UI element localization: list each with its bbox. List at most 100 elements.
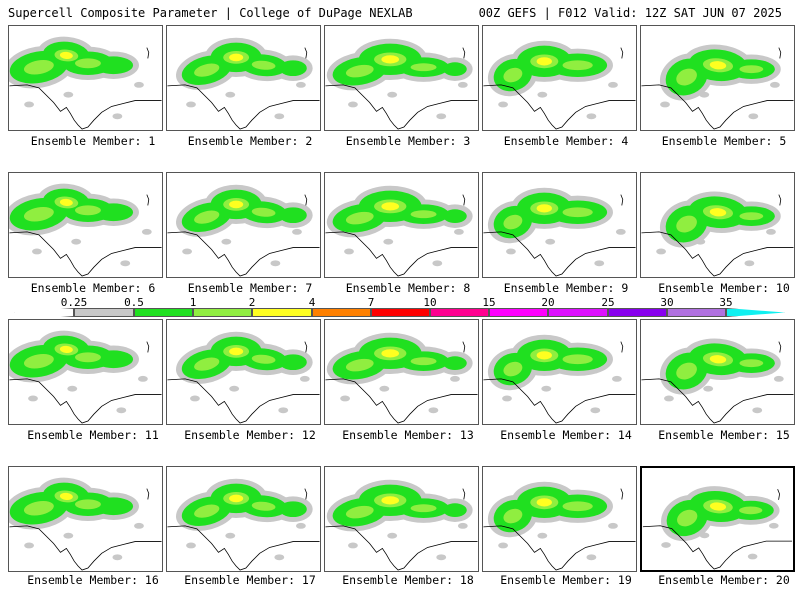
legend-label: 10 — [423, 296, 437, 309]
coastline — [483, 84, 636, 130]
scp-map — [9, 36, 162, 130]
ensemble-panel[interactable] — [8, 466, 163, 572]
panel-caption: Ensemble Member: 5 — [661, 134, 787, 148]
legend-label: 20 — [541, 296, 555, 309]
legend-label: 25 — [601, 296, 615, 309]
coastline — [642, 525, 793, 570]
panel-caption: Ensemble Member: 11 — [27, 428, 159, 442]
coastline — [167, 84, 320, 130]
legend-swatch — [252, 308, 312, 317]
ensemble-panel[interactable] — [482, 172, 637, 278]
scp-map — [167, 331, 320, 424]
legend-swatch — [312, 308, 371, 317]
lake-outline — [462, 194, 466, 206]
panel-caption: Ensemble Member: 19 — [500, 573, 632, 587]
ensemble-panel[interactable] — [324, 25, 479, 131]
coastline — [325, 378, 478, 424]
scp-map — [483, 481, 636, 571]
lake-outline — [777, 489, 780, 500]
panel-caption: Ensemble Member: 8 — [345, 281, 471, 295]
ensemble-panel[interactable] — [166, 172, 321, 278]
panel-caption: Ensemble Member: 12 — [184, 428, 316, 442]
coastline — [9, 378, 162, 424]
ensemble-panel[interactable] — [640, 25, 795, 131]
ensemble-panel[interactable] — [166, 25, 321, 131]
coastline — [167, 231, 320, 277]
ensemble-panel[interactable] — [482, 319, 637, 425]
ensemble-panel[interactable] — [8, 319, 163, 425]
legend-swatch — [667, 308, 726, 317]
legend-swatch — [371, 308, 430, 317]
panel-caption: Ensemble Member: 14 — [500, 428, 632, 442]
scp-map — [483, 187, 636, 277]
legend-label: 15 — [482, 296, 496, 309]
lake-outline — [778, 194, 782, 206]
coastline — [167, 525, 320, 571]
legend-swatch — [74, 308, 134, 317]
scp-map — [325, 479, 478, 571]
ensemble-panel[interactable] — [324, 319, 479, 425]
ensemble-panel[interactable] — [640, 172, 795, 278]
legend-label: 1 — [189, 296, 197, 309]
legend-label: 35 — [719, 296, 733, 309]
lake-outline — [462, 488, 466, 500]
legend-label: 4 — [308, 296, 316, 309]
lake-outline — [620, 488, 624, 500]
lake-outline — [304, 341, 308, 353]
scp-map — [641, 338, 794, 424]
lake-outline — [146, 488, 150, 500]
panel-caption: Ensemble Member: 10 — [658, 281, 790, 295]
panel-caption: Ensemble Member: 13 — [342, 428, 474, 442]
lake-outline — [304, 194, 308, 206]
panel-caption: Ensemble Member: 18 — [342, 573, 474, 587]
panel-caption: Ensemble Member: 7 — [187, 281, 313, 295]
scp-map — [325, 185, 478, 277]
legend-swatch — [489, 308, 548, 317]
lake-outline — [620, 341, 624, 353]
scp-map — [325, 38, 478, 130]
coastline — [641, 84, 794, 130]
ensemble-panel[interactable] — [166, 319, 321, 425]
legend-swatch — [608, 308, 667, 317]
panel-caption: Ensemble Member: 1 — [30, 134, 156, 148]
lake-outline — [778, 47, 782, 59]
coastline — [641, 231, 794, 277]
coastline — [9, 525, 162, 571]
run-info: 00Z GEFS | F012 Valid: 12Z SAT JUN 07 20… — [478, 6, 782, 20]
lake-outline — [304, 488, 308, 500]
lake-outline — [304, 47, 308, 59]
ensemble-panel[interactable] — [640, 466, 795, 572]
legend-swatch — [193, 308, 252, 317]
ensemble-panel[interactable] — [324, 466, 479, 572]
scp-map — [167, 478, 320, 571]
panel-caption: Ensemble Member: 4 — [503, 134, 629, 148]
coastline — [325, 84, 478, 130]
ensemble-panel[interactable] — [8, 172, 163, 278]
scp-map — [167, 184, 320, 277]
scp-map — [9, 330, 162, 424]
scp-map — [641, 191, 794, 277]
ensemble-panel[interactable] — [166, 466, 321, 572]
ensemble-panel[interactable] — [482, 25, 637, 131]
page-title: Supercell Composite Parameter | College … — [8, 6, 413, 20]
scp-map — [642, 486, 793, 570]
panel-caption: Ensemble Member: 15 — [658, 428, 790, 442]
legend-label: 0.25 — [60, 296, 88, 309]
lake-outline — [620, 47, 624, 59]
ensemble-panel[interactable] — [324, 172, 479, 278]
lake-outline — [462, 341, 466, 353]
ensemble-panel[interactable] — [8, 25, 163, 131]
scp-map — [9, 477, 162, 571]
panel-caption: Ensemble Member: 2 — [187, 134, 313, 148]
panel-caption: Ensemble Member: 3 — [345, 134, 471, 148]
scp-map — [641, 44, 794, 130]
color-legend: 0.25 0.5 1 2 4 7 10 15 20 25 30 35 — [0, 296, 800, 320]
panel-caption: Ensemble Member: 9 — [503, 281, 629, 295]
lake-outline — [146, 47, 150, 59]
coastline — [167, 378, 320, 424]
coastline — [483, 378, 636, 424]
lake-outline — [778, 341, 782, 353]
ensemble-panel[interactable] — [482, 466, 637, 572]
legend-swatch — [430, 308, 489, 317]
ensemble-panel[interactable] — [640, 319, 795, 425]
